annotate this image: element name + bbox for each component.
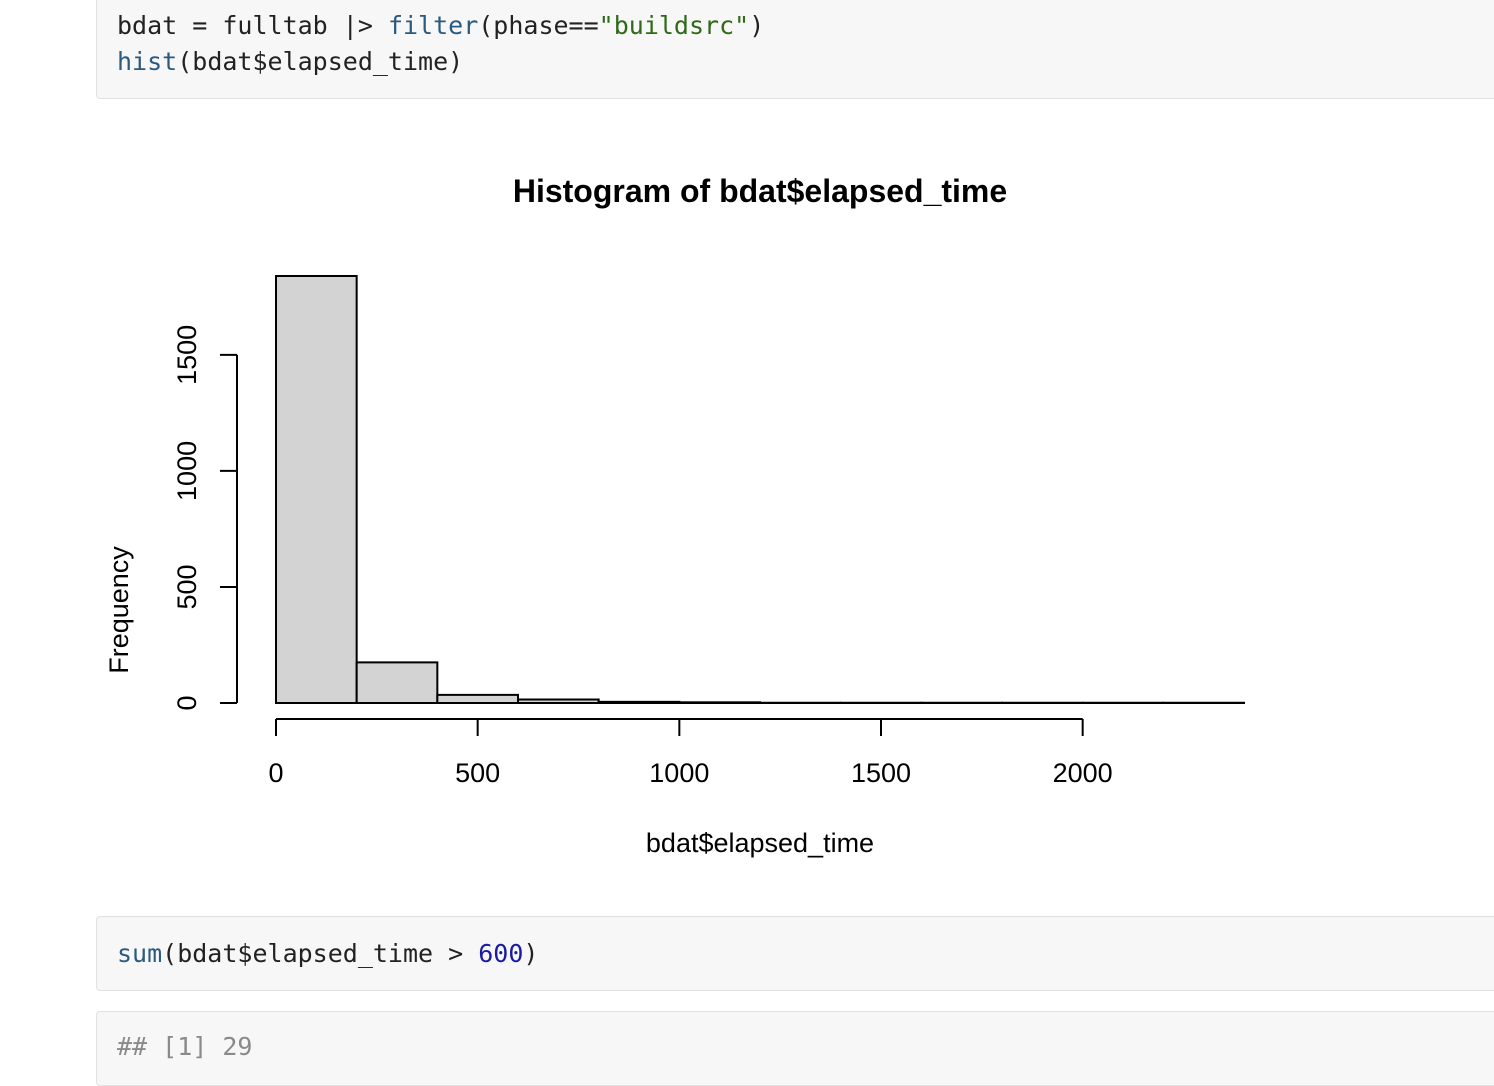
code-line-sum: sum(bdat$elapsed_time > 600)	[117, 939, 538, 969]
histogram-bar-0	[275, 275, 358, 704]
x-tick-label: 2000	[1053, 758, 1113, 788]
x-axis: 0 500 1000 1500 2000	[268, 718, 1113, 788]
code-text: )	[523, 939, 539, 968]
histogram-chart: Histogram of bdat$elapsed_time bdat$elap…	[104, 173, 1246, 858]
x-axis-label: bdat$elapsed_time	[646, 828, 874, 858]
output-block: ## [1] 29	[96, 1011, 1494, 1086]
histogram-bars	[275, 275, 1246, 705]
code-line-hist: hist(bdat$elapsed_time)	[117, 47, 463, 77]
y-tick-label: 500	[172, 564, 202, 609]
x-tick-label: 1500	[851, 758, 911, 788]
code-text: (bdat$elapsed_time >	[162, 939, 479, 968]
y-axis-label: Frequency	[104, 546, 134, 674]
code-text: bdat = fulltab |>	[117, 11, 388, 40]
x-tick-label: 0	[268, 758, 283, 788]
x-tick-label: 1000	[649, 758, 709, 788]
output-line: ## [1] 29	[117, 1032, 253, 1061]
chart-title: Histogram of bdat$elapsed_time	[513, 173, 1007, 209]
code-block-sum: sum(bdat$elapsed_time > 600)	[96, 916, 1494, 991]
histogram-bar-1	[355, 661, 439, 705]
code-function: hist	[117, 47, 178, 76]
code-function: filter	[387, 11, 479, 40]
code-line-filter: bdat = fulltab |> filter(phase=="buildsr…	[117, 11, 764, 41]
x-tick-label: 500	[455, 758, 500, 788]
histogram-bar-3	[517, 698, 600, 705]
y-tick-label: 1500	[172, 325, 202, 385]
histogram-bar-4	[597, 700, 681, 704]
code-text: )	[749, 11, 765, 40]
histogram-bar-2	[436, 693, 520, 705]
code-text: (phase==	[478, 11, 599, 40]
y-tick-label: 1000	[172, 441, 202, 501]
histogram-bar-5	[678, 701, 761, 705]
code-function: sum	[117, 939, 163, 968]
code-string: "buildsrc"	[598, 11, 750, 40]
y-axis: 0 500 1000 1500	[172, 325, 238, 711]
code-text: (bdat$elapsed_time)	[177, 47, 464, 76]
code-block-hist: bdat = fulltab |> filter(phase=="buildsr…	[96, 0, 1494, 99]
code-number: 600	[478, 939, 524, 968]
y-tick-label: 0	[172, 695, 202, 710]
